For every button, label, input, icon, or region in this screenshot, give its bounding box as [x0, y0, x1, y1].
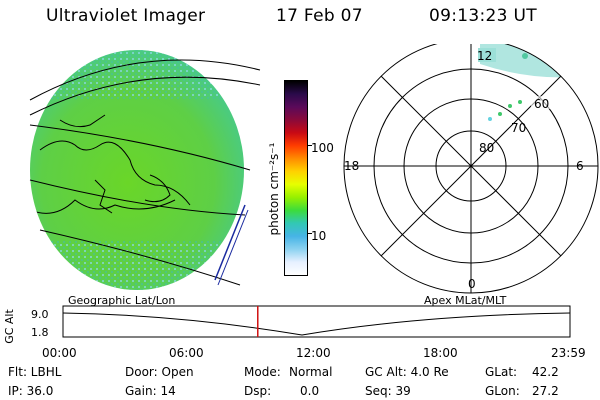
timeline-x-tick-4: 23:59	[551, 346, 586, 360]
info-ip: IP: 36.0	[8, 384, 54, 398]
info-glon-value: 27.2	[532, 384, 559, 398]
timeline-frame	[62, 305, 571, 338]
timeline-x-tick-2: 12:00	[296, 346, 331, 360]
info-mode-label: Mode:	[244, 365, 281, 379]
timeline-y-label: GC Alt	[2, 309, 16, 344]
mlt-label-6: 6	[576, 159, 584, 173]
timeline-altitude-curve	[62, 312, 571, 336]
timeline-y-tick-high: 9.0	[31, 308, 49, 321]
info-glon-label: GLon:	[485, 384, 520, 398]
timeline-y-tick-low: 1.8	[31, 326, 49, 339]
colorbar-tick-10: 10	[311, 229, 327, 243]
colorbar-tick-100: 100	[311, 141, 334, 155]
info-glat-label: GLat:	[485, 365, 518, 379]
colorbar	[284, 80, 308, 276]
info-door: Door: Open	[125, 365, 194, 379]
colorbar-tickmark-10	[308, 233, 312, 234]
info-mode-value: Normal	[289, 365, 333, 379]
lat-label-60: 60	[534, 97, 549, 111]
info-seq: Seq: 39	[365, 384, 411, 398]
polar-plot: 12 18 6 0 60 70 80	[343, 44, 599, 294]
globe-image	[29, 50, 261, 290]
info-gain: Gain: 14	[125, 384, 176, 398]
timeline-x-tick-0: 00:00	[42, 346, 77, 360]
timeline-chart	[62, 305, 571, 338]
time-label: 09:13:23 UT	[429, 6, 537, 26]
mlt-label-18: 18	[344, 159, 359, 173]
info-flt: Flt: LBHL	[8, 365, 62, 379]
instrument-title: Ultraviolet Imager	[46, 6, 206, 26]
timeline-right-label: Apex MLat/MLT	[424, 294, 507, 307]
colorbar-unit-label: photon cm⁻²s⁻¹	[267, 142, 281, 236]
colorbar-tickmark-100	[308, 145, 312, 146]
timeline-left-label: Geographic Lat/Lon	[68, 294, 176, 307]
date-label: 17 Feb 07	[276, 6, 363, 26]
info-gcalt: GC Alt: 4.0 Re	[365, 365, 449, 379]
info-dsp-label: Dsp:	[244, 384, 272, 398]
info-glat-value: 42.2	[532, 365, 559, 379]
lat-label-70: 70	[511, 121, 526, 135]
info-dsp-value: 0.0	[300, 384, 320, 398]
lat-label-80: 80	[479, 141, 494, 155]
mlt-label-0: 0	[468, 277, 476, 291]
timeline-x-tick-1: 06:00	[169, 346, 204, 360]
mlt-label-12: 12	[477, 49, 492, 63]
timeline-x-tick-3: 18:00	[423, 346, 458, 360]
